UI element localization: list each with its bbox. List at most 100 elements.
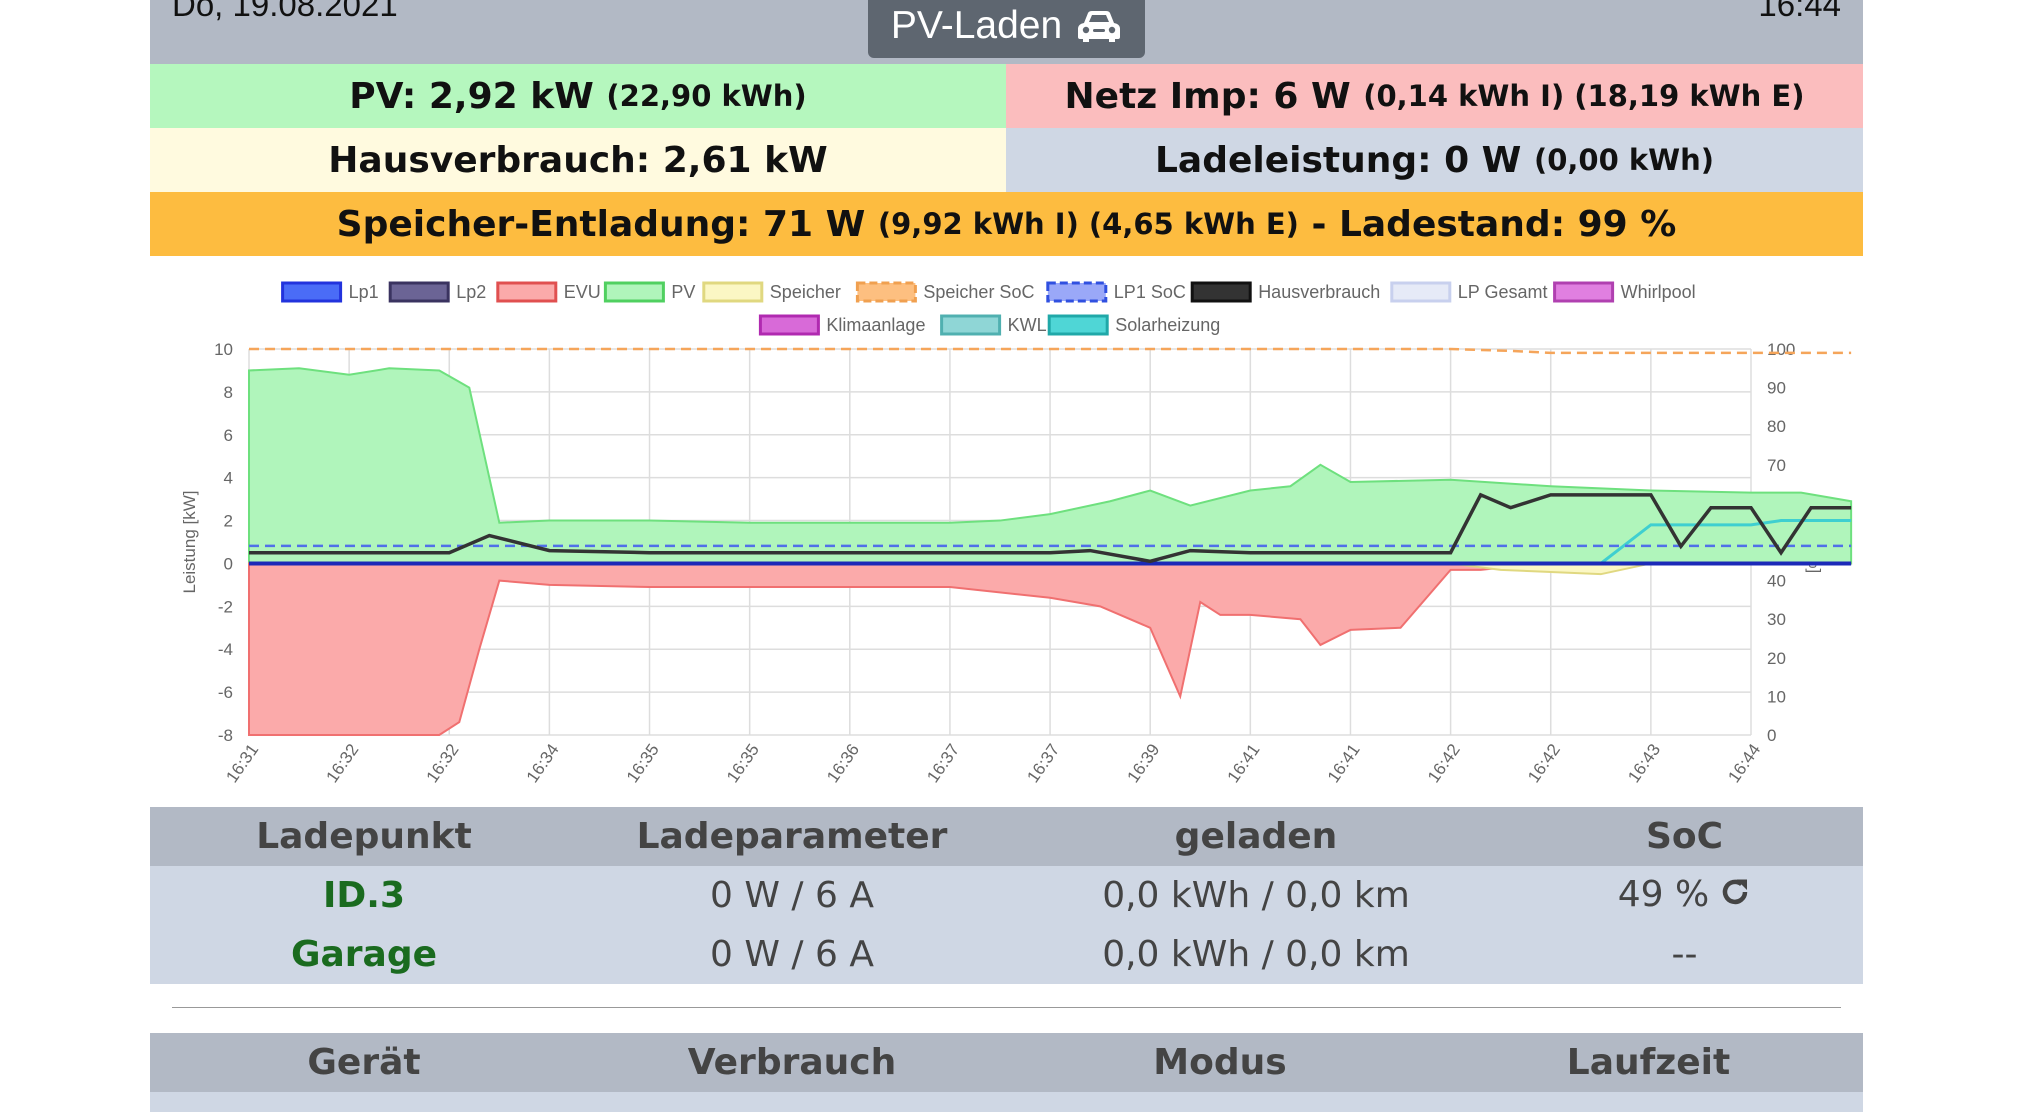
legend-swatch xyxy=(855,281,917,303)
table-row[interactable]: ID.3 0 W / 6 A 0,0 kWh / 0,0 km 49 % xyxy=(150,866,1863,925)
refresh-icon[interactable] xyxy=(1719,876,1751,917)
legend-label: LP1 SoC xyxy=(1114,282,1186,302)
y-axis-title: Leistung [kW] xyxy=(180,491,199,594)
charge-point-charged: 0,0 kWh / 0,0 km xyxy=(1102,875,1410,916)
app-root: Do, 19.08.2021 PV-Laden 16:44 PV: 2,92 k… xyxy=(150,0,1863,1112)
charge-point-table-body: ID.3 0 W / 6 A 0,0 kWh / 0,0 km 49 % Gar… xyxy=(150,866,1863,984)
grid-status: Netz Imp: 6 W (0,14 kWh I) (18,19 kWh E) xyxy=(1006,64,1863,128)
power-chart: Lp1 Lp2 EVU PV Speicher Speicher SoC LP1 SoC Ha… xyxy=(180,281,1853,786)
y-tick-label: 10 xyxy=(214,340,233,359)
storage-energy: (9,92 kWh I) (4,65 kWh E) xyxy=(877,207,1299,241)
legend-label: Solarheizung xyxy=(1115,315,1220,335)
legend-label: EVU xyxy=(564,282,601,302)
col-verbrauch: Verbrauch xyxy=(687,1042,897,1083)
pv-value: PV: 2,92 kW xyxy=(349,75,594,117)
storage-value: Speicher-Entladung: 71 W xyxy=(336,203,866,245)
y-tick-label: -8 xyxy=(218,726,233,745)
y2-tick-label: 70 xyxy=(1767,456,1786,475)
pv-area xyxy=(248,367,1853,565)
col-ladeparameter: Ladeparameter xyxy=(636,816,948,857)
top-header: Do, 19.08.2021 PV-Laden 16:44 xyxy=(150,0,1863,64)
storage-soc: - Ladestand: 99 % xyxy=(1311,203,1677,245)
x-tick-label: 16:39 xyxy=(1124,740,1164,786)
charge-status: Ladeleistung: 0 W (0,00 kWh) xyxy=(1006,128,1863,192)
mode-button[interactable]: PV-Laden xyxy=(868,0,1145,58)
y-tick-label: -4 xyxy=(218,640,233,659)
charge-point-name[interactable]: ID.3 xyxy=(322,875,405,916)
legend-swatch xyxy=(281,281,343,303)
legend-label: PV xyxy=(671,282,695,302)
charge-point-soc-cell: 49 % xyxy=(1506,874,1863,917)
legend-swatch xyxy=(940,314,1002,336)
charge-energy: (0,00 kWh) xyxy=(1533,143,1715,177)
x-tick-label: 16:42 xyxy=(1524,740,1564,786)
y2-tick-label: 40 xyxy=(1767,572,1786,591)
device-table-body xyxy=(150,1092,1863,1112)
legend-swatch xyxy=(702,281,764,303)
legend-swatch xyxy=(1390,281,1452,303)
legend-label: Speicher SoC xyxy=(923,282,1034,302)
y2-tick-label: 10 xyxy=(1767,687,1786,706)
y-tick-label: -6 xyxy=(218,683,233,702)
pv-energy: (22,90 kWh) xyxy=(606,79,807,113)
legend-label: Hausverbrauch xyxy=(1258,282,1380,302)
y-tick-label: 6 xyxy=(224,426,233,445)
legend-swatch xyxy=(496,281,558,303)
y2-tick-label: 80 xyxy=(1767,417,1786,436)
grid-energy: (0,14 kWh I) (18,19 kWh E) xyxy=(1363,79,1805,113)
x-tick-label: 16:32 xyxy=(322,740,362,786)
charge-point-name[interactable]: Garage xyxy=(290,934,438,975)
x-tick-label: 16:36 xyxy=(823,740,863,786)
y2-tick-label: 100 xyxy=(1767,340,1795,359)
y2-tick-label: 0 xyxy=(1767,726,1776,745)
y-tick-label: 0 xyxy=(224,554,233,573)
device-table-header: Gerät Verbrauch Modus Laufzeit xyxy=(150,1033,1863,1092)
y-tick-label: 4 xyxy=(224,469,233,488)
legend-label: Speicher xyxy=(770,282,841,302)
x-tick-label: 16:41 xyxy=(1224,740,1264,786)
legend-swatch xyxy=(388,281,450,303)
col-modus: Modus xyxy=(1153,1042,1287,1083)
col-geraet: Gerät xyxy=(307,1042,421,1083)
legend-swatch xyxy=(758,314,820,336)
grid-value: Netz Imp: 6 W xyxy=(1064,75,1351,117)
x-tick-label: 16:44 xyxy=(1724,740,1764,786)
y-tick-label: 2 xyxy=(224,512,233,531)
y2-tick-label: 20 xyxy=(1767,649,1786,668)
charge-point-charged: 0,0 kWh / 0,0 km xyxy=(1102,934,1410,975)
charge-value: Ladeleistung: 0 W xyxy=(1154,139,1522,181)
x-tick-label: 16:32 xyxy=(423,740,463,786)
table-row[interactable]: Garage 0 W / 6 A 0,0 kWh / 0,0 km -- xyxy=(150,925,1863,984)
device-table: Gerät Verbrauch Modus Laufzeit xyxy=(150,1033,1863,1112)
header-time: 16:44 xyxy=(1758,0,1841,23)
legend-label: KWL xyxy=(1008,315,1047,335)
y-tick-label: -2 xyxy=(218,597,233,616)
charge-point-table: Ladepunkt Ladeparameter geladen SoC ID.3… xyxy=(150,807,1863,984)
x-tick-label: 16:35 xyxy=(623,740,663,786)
charge-point-param: 0 W / 6 A xyxy=(710,934,874,975)
legend-label: LP Gesamt xyxy=(1458,282,1548,302)
x-tick-label: 16:35 xyxy=(723,740,763,786)
storage-status: Speicher-Entladung: 71 W (9,92 kWh I) (4… xyxy=(150,192,1863,256)
legend-label: Lp1 xyxy=(349,282,379,302)
x-tick-label: 16:37 xyxy=(923,740,963,786)
hausverbrauch-line xyxy=(249,492,1852,564)
legend-label: Lp2 xyxy=(456,282,486,302)
mode-label: PV-Laden xyxy=(890,4,1063,47)
y2-tick-label: 90 xyxy=(1767,379,1786,398)
legend-swatch xyxy=(1047,314,1109,336)
charge-point-table-header: Ladepunkt Ladeparameter geladen SoC xyxy=(150,807,1863,866)
x-tick-label: 16:34 xyxy=(523,740,563,786)
legend-swatch xyxy=(603,281,665,303)
x-tick-label: 16:42 xyxy=(1424,740,1464,786)
x-tick-label: 16:43 xyxy=(1624,740,1664,786)
col-soc: SoC xyxy=(1645,816,1724,857)
col-laufzeit: Laufzeit xyxy=(1566,1042,1731,1083)
car-icon xyxy=(1076,9,1122,43)
divider xyxy=(172,1007,1841,1008)
legend-label: Klimaanlage xyxy=(826,315,925,335)
header-date: Do, 19.08.2021 xyxy=(172,0,398,23)
house-value: Hausverbrauch: 2,61 kW xyxy=(328,139,828,181)
x-tick-label: 16:41 xyxy=(1324,740,1364,786)
y-tick-label: 8 xyxy=(224,383,233,402)
